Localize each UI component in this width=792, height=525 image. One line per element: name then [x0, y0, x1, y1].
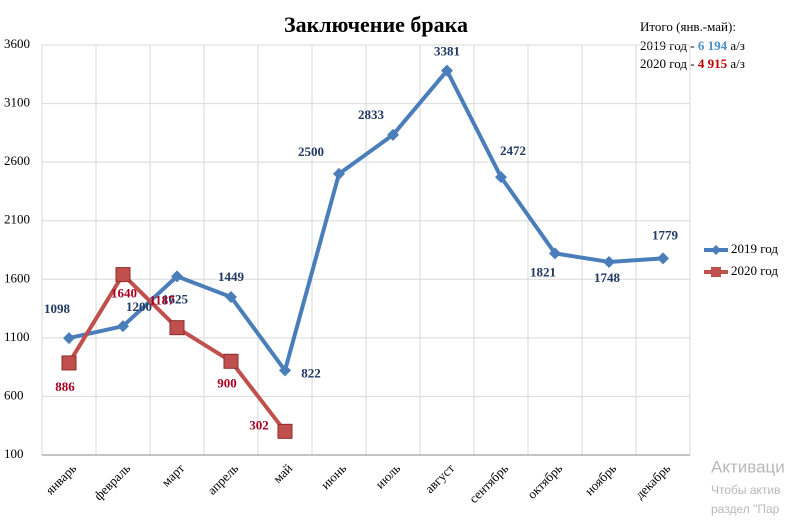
y-tick-label: 1600: [4, 270, 30, 285]
data-label: 3381: [434, 44, 460, 59]
data-label: 822: [301, 365, 321, 380]
data-label: 302: [249, 417, 269, 432]
marker: [657, 252, 669, 265]
data-label: 1748: [594, 270, 621, 285]
annotation-unit: а/з: [727, 56, 745, 71]
marker: [279, 364, 291, 377]
y-tick-label: 3100: [4, 95, 30, 110]
y-tick-label: 3600: [4, 36, 30, 51]
marker: [387, 128, 399, 141]
data-label: 1779: [652, 227, 679, 242]
marker: [169, 320, 185, 336]
marker: [495, 171, 507, 184]
marker: [171, 270, 183, 283]
y-tick-label: 2600: [4, 153, 30, 168]
watermark: раздел "Пар: [711, 502, 780, 516]
y-tick-label: 100: [4, 446, 24, 461]
marker: [549, 247, 561, 260]
chart-title: Заключение брака: [284, 12, 468, 37]
data-label: 900: [217, 375, 237, 390]
data-label: 1449: [218, 269, 245, 284]
data-label: 2833: [358, 107, 385, 122]
marker: [333, 167, 345, 180]
marker: [441, 64, 453, 77]
legend-label: 2020 год: [731, 263, 778, 278]
data-label: 1187: [149, 293, 175, 308]
data-label: 2500: [298, 144, 324, 159]
annotation-unit: а/з: [727, 38, 745, 53]
annotation-title: Итого (янв.-май):: [640, 19, 736, 34]
marker: [61, 355, 77, 371]
annotation-total: 6 194: [698, 38, 728, 53]
annotation-label: 2020 год -: [640, 56, 698, 71]
marker: [115, 267, 131, 283]
data-label: 1200: [126, 299, 152, 314]
watermark: Активаци: [711, 457, 785, 476]
series-line: [68, 68, 664, 373]
data-label: 2472: [500, 143, 526, 158]
data-label: 1625: [162, 291, 189, 306]
annotation-total: 4 915: [698, 56, 728, 71]
marker: [117, 320, 129, 333]
marker: [63, 332, 75, 345]
data-label: 1098: [44, 301, 71, 316]
marker: [603, 255, 615, 268]
legend-marker: [711, 245, 721, 255]
data-label: 886: [55, 379, 75, 394]
y-tick-label: 1100: [4, 329, 30, 344]
legend-label: 2019 год: [731, 241, 778, 256]
marker: [223, 353, 239, 369]
y-tick-label: 600: [4, 387, 24, 402]
y-tick-label: 2100: [4, 212, 30, 227]
marker: [225, 290, 237, 303]
legend-marker: [711, 267, 721, 277]
annotation-line: 2020 год - 4 915 а/з: [640, 56, 745, 71]
data-label: 1640: [111, 286, 137, 301]
marker: [277, 423, 293, 439]
data-label: 1821: [530, 264, 556, 279]
watermark: Чтобы актив: [711, 483, 781, 497]
